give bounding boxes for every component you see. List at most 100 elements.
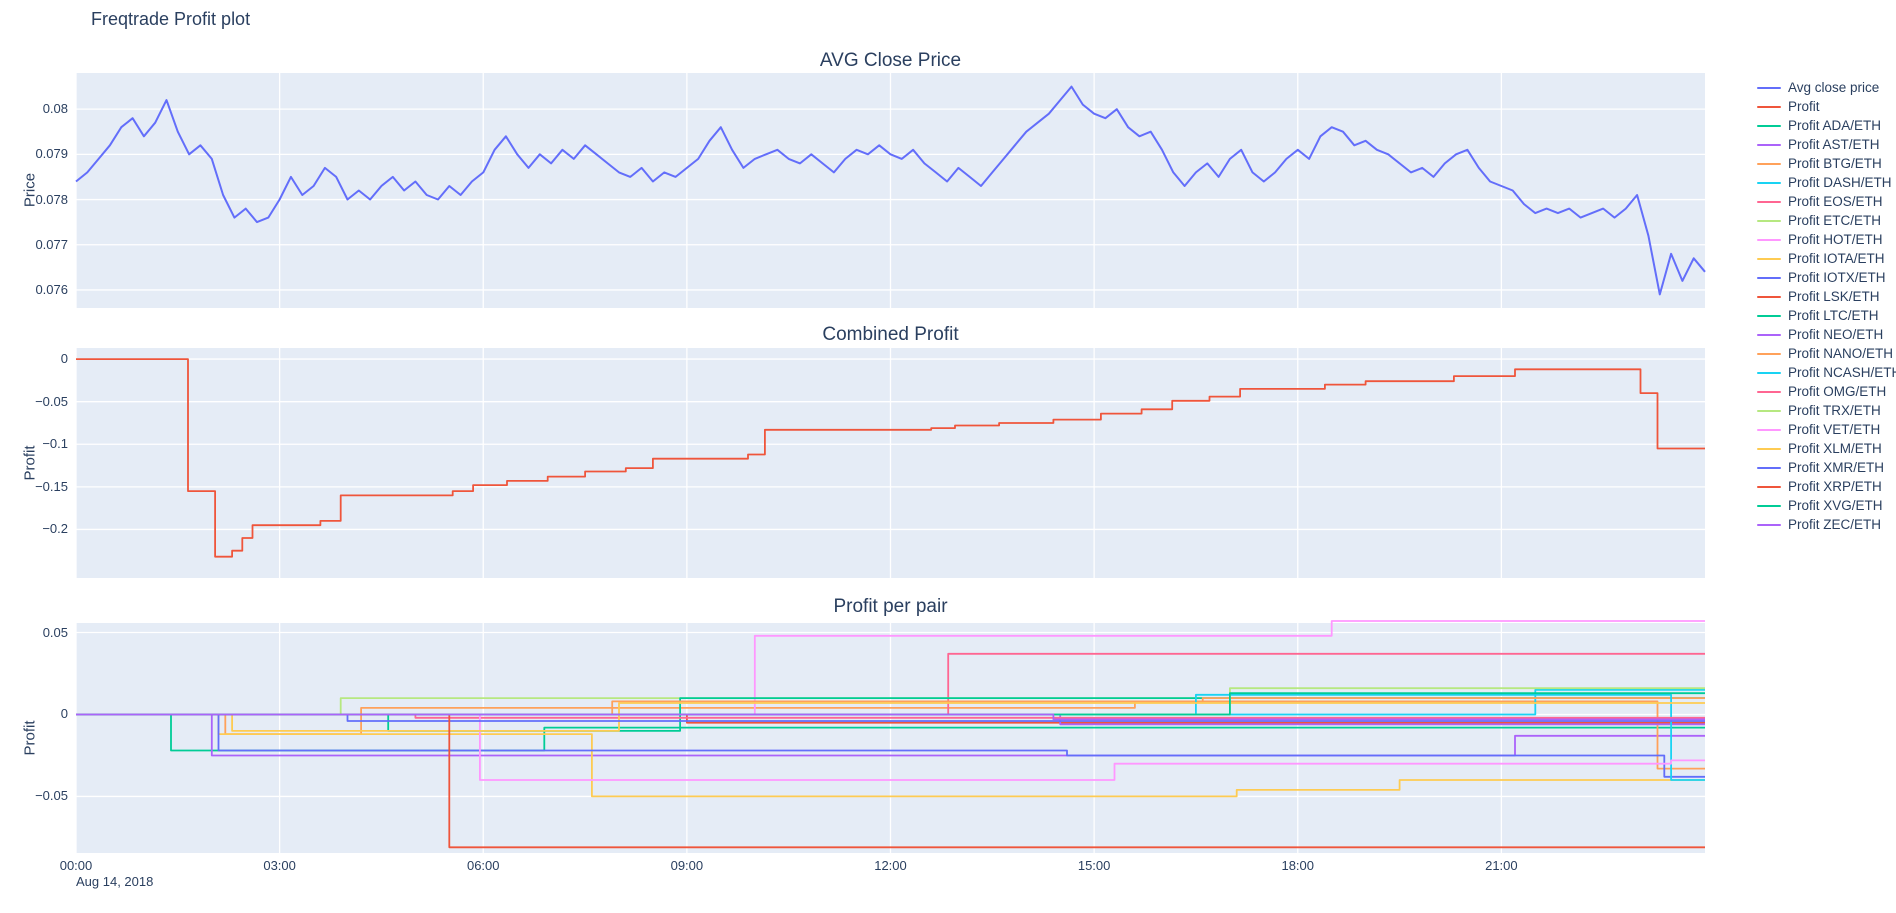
legend-color-line-icon (1757, 105, 1781, 108)
series-line-profit-zec-eth (76, 713, 1705, 721)
subplot-title-combined-profit: Combined Profit (822, 324, 959, 345)
legend-item-label: Profit LTC/ETH (1788, 308, 1879, 323)
series-line-profit-btg-eth (76, 700, 1705, 770)
legend-item-profit-ltc-eth[interactable]: Profit LTC/ETH (1757, 306, 1896, 325)
legend-color-line-icon (1757, 219, 1781, 222)
legend-item-profit-xrp-eth[interactable]: Profit XRP/ETH (1757, 477, 1896, 496)
legend-item-label: Profit (1788, 99, 1820, 114)
legend-item-profit-trx-eth[interactable]: Profit TRX/ETH (1757, 401, 1896, 420)
x-axis-date-label: Aug 14, 2018 (76, 874, 154, 889)
legend-item-profit-dash-eth[interactable]: Profit DASH/ETH (1757, 173, 1896, 192)
subplot-title-profit-per-pair: Profit per pair (833, 596, 948, 617)
legend-color-line-icon (1757, 162, 1781, 165)
legend-item-profit-btg-eth[interactable]: Profit BTG/ETH (1757, 154, 1896, 173)
legend-item-profit-omg-eth[interactable]: Profit OMG/ETH (1757, 382, 1896, 401)
legend-color-line-icon (1757, 314, 1781, 317)
legend-color-line-icon (1757, 257, 1781, 260)
series-line-profit-vet-eth (76, 713, 1705, 781)
x-tick-label: 12:00 (874, 858, 907, 873)
legend-item-label: Profit LSK/ETH (1788, 289, 1880, 304)
legend-item-label: Profit DASH/ETH (1788, 175, 1892, 190)
legend-item-label: Profit AST/ETH (1788, 137, 1880, 152)
legend-item-label: Profit VET/ETH (1788, 422, 1881, 437)
y-tick-label: −0.15 (35, 478, 68, 494)
x-tick-label: 18:00 (1281, 858, 1315, 873)
y-tick-label: 0.079 (35, 146, 68, 162)
legend-item-profit-vet-eth[interactable]: Profit VET/ETH (1757, 420, 1896, 439)
legend-item-profit-ada-eth[interactable]: Profit ADA/ETH (1757, 116, 1896, 135)
legend-color-line-icon (1757, 466, 1781, 469)
series-line-profit-iotx-eth (76, 713, 1705, 778)
page-title: Freqtrade Profit plot (91, 9, 251, 29)
legend-item-profit-eos-eth[interactable]: Profit EOS/ETH (1757, 192, 1896, 211)
legend-color-line-icon (1757, 428, 1781, 431)
legend-item-profit-ncash-eth[interactable]: Profit NCASH/ETH (1757, 363, 1896, 382)
legend-item-profit-xmr-eth[interactable]: Profit XMR/ETH (1757, 458, 1896, 477)
series-line-profit (76, 358, 1705, 558)
legend-color-line-icon (1757, 390, 1781, 393)
series-line-avg-close-price (75, 85, 1706, 296)
x-tick-label: 03:00 (263, 858, 296, 873)
legend-item-profit-iota-eth[interactable]: Profit IOTA/ETH (1757, 249, 1896, 268)
legend-color-line-icon (1757, 295, 1781, 298)
legend-item-profit-ast-eth[interactable]: Profit AST/ETH (1757, 135, 1896, 154)
legend-item-label: Avg close price (1788, 80, 1880, 95)
legend-item-label: Profit IOTX/ETH (1788, 270, 1886, 285)
legend-item-label: Profit TRX/ETH (1788, 403, 1881, 418)
x-tick-label: 09:00 (670, 858, 704, 873)
legend-color-line-icon (1757, 181, 1781, 184)
legend-item-label: Profit NCASH/ETH (1788, 365, 1896, 380)
y-tick-label: 0.077 (35, 236, 68, 252)
legend-color-line-icon (1757, 124, 1781, 127)
y-tick-label: 0 (60, 351, 68, 367)
x-tick-label: 21:00 (1485, 858, 1518, 873)
legend-item-profit-zec-eth[interactable]: Profit ZEC/ETH (1757, 515, 1896, 534)
y-tick-label: −0.05 (35, 393, 68, 409)
y-tick-label: 0.05 (42, 624, 68, 640)
legend-item-profit-nano-eth[interactable]: Profit NANO/ETH (1757, 344, 1896, 363)
legend-item-profit-xvg-eth[interactable]: Profit XVG/ETH (1757, 496, 1896, 515)
legend-color-line-icon (1757, 485, 1781, 488)
legend-color-line-icon (1757, 238, 1781, 241)
y-tick-label: −0.2 (42, 521, 68, 537)
legend-item-label: Profit ETC/ETH (1788, 213, 1882, 228)
legend-color-line-icon (1757, 333, 1781, 336)
subplot-title-avg-close-price: AVG Close Price (819, 50, 962, 71)
legend-item-label: Profit NEO/ETH (1788, 327, 1884, 342)
x-tick-label: 06:00 (466, 858, 500, 873)
legend-item-label: Profit XMR/ETH (1788, 460, 1885, 475)
legend-item-profit-iotx-eth[interactable]: Profit IOTX/ETH (1757, 268, 1896, 287)
legend-item-label: Profit XVG/ETH (1788, 498, 1883, 513)
legend-item-label: Profit XRP/ETH (1788, 479, 1882, 494)
x-tick-label: 00:00 (59, 858, 93, 873)
legend-color-line-icon (1757, 352, 1781, 355)
legend-item-avg-close-price[interactable]: Avg close price (1757, 78, 1896, 97)
legend-item-profit-etc-eth[interactable]: Profit ETC/ETH (1757, 211, 1896, 230)
legend-item-profit-neo-eth[interactable]: Profit NEO/ETH (1757, 325, 1896, 344)
legend-item-profit-hot-eth[interactable]: Profit HOT/ETH (1757, 230, 1896, 249)
legend-item-label: Profit OMG/ETH (1788, 384, 1887, 399)
legend-color-line-icon (1757, 200, 1781, 203)
legend-item-profit-xlm-eth[interactable]: Profit XLM/ETH (1757, 439, 1896, 458)
legend-item-label: Profit NANO/ETH (1788, 346, 1894, 361)
legend-item-profit[interactable]: Profit (1757, 97, 1896, 116)
legend-item-label: Profit ZEC/ETH (1788, 517, 1882, 532)
legend-color-line-icon (1757, 86, 1781, 89)
legend-item-label: Profit BTG/ETH (1788, 156, 1882, 171)
y-tick-label: 0.078 (35, 191, 68, 207)
legend-item-profit-lsk-eth[interactable]: Profit LSK/ETH (1757, 287, 1896, 306)
legend-color-line-icon (1757, 276, 1781, 279)
legend-item-label: Profit EOS/ETH (1788, 194, 1883, 209)
y-tick-label: −0.1 (42, 436, 68, 452)
y-tick-label: 0 (60, 706, 68, 722)
y-axis-label-profit-pairs: Profit (21, 720, 39, 756)
y-tick-label: −0.05 (35, 788, 68, 804)
legend-item-label: Profit XLM/ETH (1788, 441, 1882, 456)
legend-item-label: Profit IOTA/ETH (1788, 251, 1885, 266)
legend-item-label: Profit ADA/ETH (1788, 118, 1882, 133)
y-tick-label: 0.08 (42, 101, 68, 117)
legend-color-line-icon (1757, 371, 1781, 374)
y-tick-label: 0.076 (35, 281, 68, 297)
